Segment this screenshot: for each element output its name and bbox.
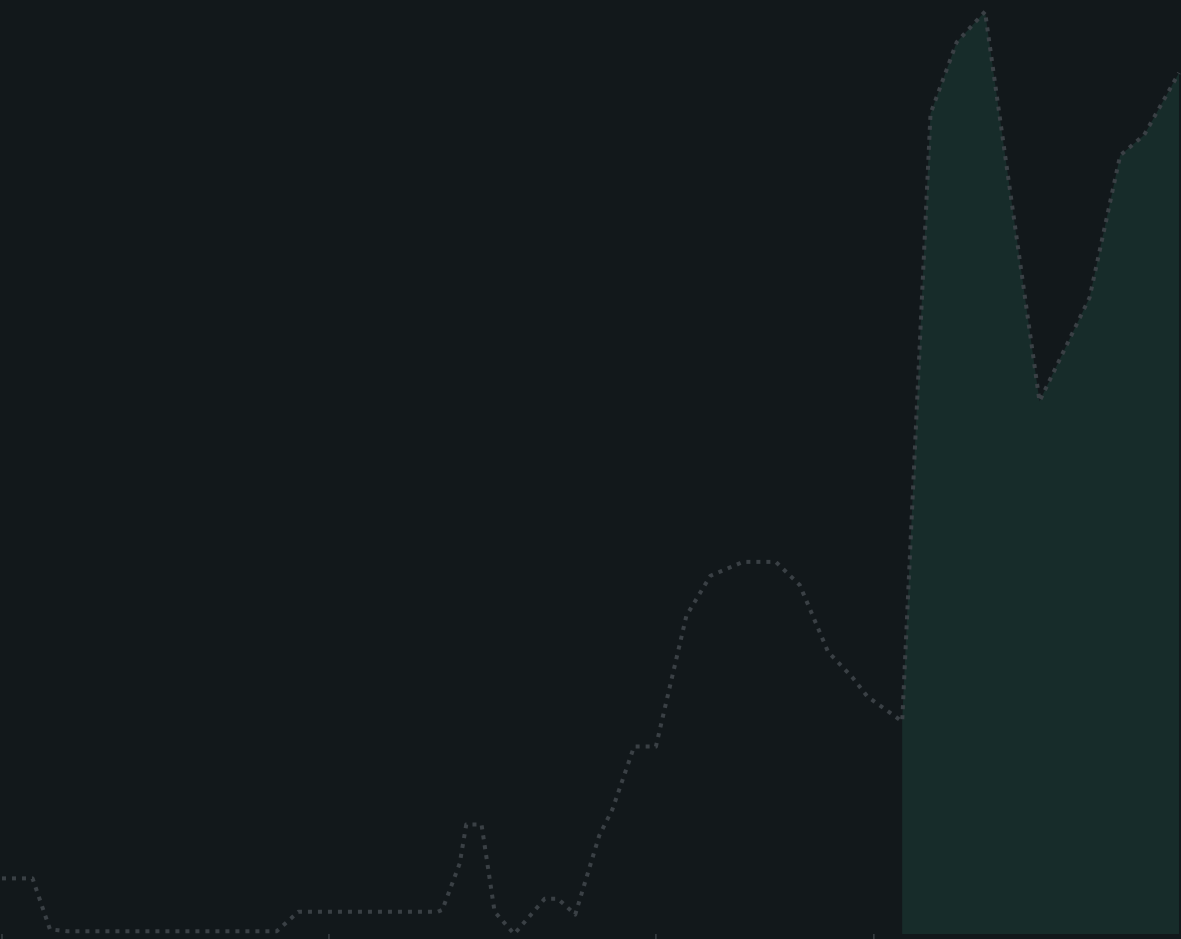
x-axis-ticks — [1, 934, 875, 939]
highlight-area — [902, 11, 1179, 935]
highlight-area-layer — [902, 11, 1179, 935]
